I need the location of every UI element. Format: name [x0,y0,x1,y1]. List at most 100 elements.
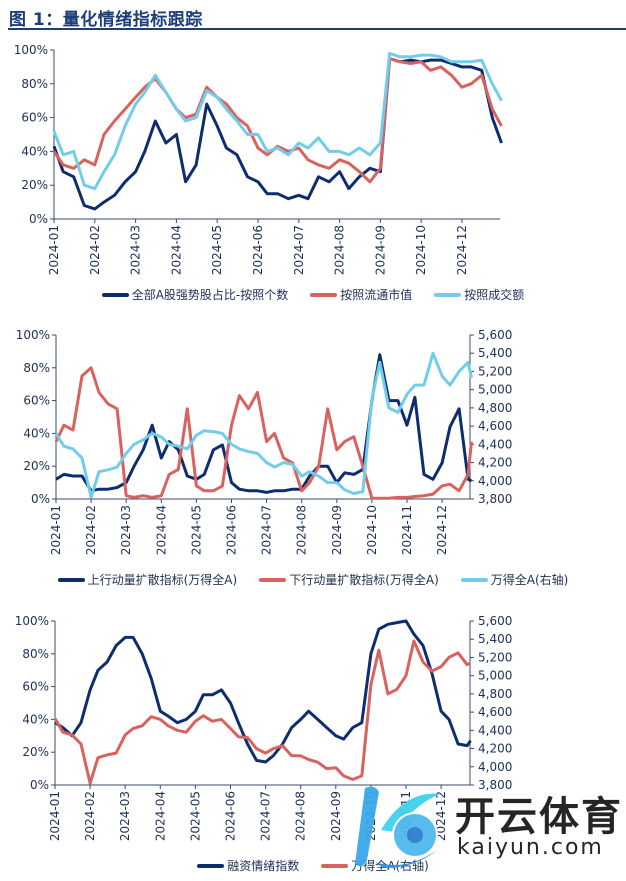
legend-swatch [259,577,287,582]
y2-tick-label: 4,600 [478,705,512,719]
legend-swatch [197,863,225,868]
y2-tick-label: 5,600 [478,328,512,342]
x-tick-label: 2024-10 [365,505,379,555]
y-tick-label: 60% [22,680,49,694]
x-tick-label: 2024-05 [188,791,202,841]
x-tick-label: 2024-01 [49,505,63,555]
y-tick-label: 40% [22,712,49,726]
legend-label: 万得全A(右轴) [351,859,429,873]
legend-item: 按照成交额 [434,286,524,303]
y2-tick-label: 5,000 [478,669,512,683]
x-tick-label: 2024-12 [435,505,449,555]
figure-title: 图 1：量化情绪指标跟踪 [9,10,203,30]
legend-swatch [57,577,85,582]
x-tick-label: 2024-02 [84,505,98,555]
y-tick-label: 20% [21,178,48,192]
y-tick-label: 20% [22,745,49,759]
x-tick-label: 2024-06 [251,225,265,275]
x-tick-label: 2024-02 [83,791,97,841]
y-tick-label: 80% [22,647,49,661]
x-tick-label: 2024-07 [292,225,306,275]
x-tick-label: 2024-01 [47,225,61,275]
legend-item: 全部A股强势股占比-按照个数 [101,286,289,303]
x-tick-label: 2024-09 [329,791,343,841]
series-line-1 [54,619,472,764]
series-line-2 [54,366,473,500]
x-tick-label: 2024-09 [373,225,387,275]
x-tick-label: 2024-10 [414,225,428,275]
x-tick-label: 2024-09 [330,505,344,555]
legend-item: 上行动量扩散指标(万得全A) [57,571,238,588]
legend-chart-3: 融资情绪指数 万得全A(右轴) [0,857,626,874]
x-tick-label: 2024-06 [225,505,239,555]
x-tick-label: 2024-04 [153,791,167,841]
legend-swatch [321,863,349,868]
legend-swatch [310,292,338,297]
x-tick-label: 2024-08 [333,225,347,275]
x-tick-label: 2024-11 [399,791,413,841]
x-tick-label: 2024-11 [400,505,414,555]
chart-momentum-diffusion: 0% 20% 40% 60% 80% 100% 3,800 4,000 4,200 4,400 4,… [16,328,513,555]
series-line-2 [52,57,503,184]
x-tick-label: 2024-02 [88,225,102,275]
y-tick-label: 0% [30,778,49,792]
x-tick-label: 2024-12 [434,791,448,841]
legend-item: 万得全A(右轴) [460,571,569,588]
y2-tick-label: 4,200 [478,742,512,756]
legend-item: 按照流通市值 [310,286,412,303]
legend-swatch [434,292,462,297]
legend-label: 万得全A(右轴) [490,573,569,587]
y2-tick-label: 4,400 [478,437,512,451]
y-tick-label: 20% [23,459,50,473]
x-tick-label: 2024-06 [224,791,238,841]
legend-swatch [460,577,488,582]
chart-margin-sentiment: 0% 20% 40% 60% 80% 100% 3,800 4,000 4,200 4,400 4,… [15,614,513,841]
y2-tick-label: 4,800 [478,401,512,415]
legend-label: 全部A股强势股占比-按照个数 [131,288,289,302]
y-tick-label: 80% [21,77,48,91]
y2-tick-label: 4,000 [478,760,512,774]
y2-tick-label: 4,000 [478,474,512,488]
y-tick-label: 40% [23,426,50,440]
legend-label: 上行动量扩散指标(万得全A) [87,573,238,587]
x-tick-label: 2024-05 [189,505,203,555]
x-tick-label: 2024-03 [118,791,132,841]
x-tick-label: 2024-03 [129,225,143,275]
y2-tick-label: 5,200 [478,364,512,378]
y-tick-label: 40% [21,144,48,158]
y-tick-label: 60% [21,111,48,125]
legend-label: 融资情绪指数 [227,859,300,873]
series-line-3 [52,51,503,191]
legend-chart-1: 全部A股强势股占比-按照个数 按照流通市值 按照成交额 [0,286,626,303]
title-divider [8,28,626,30]
y2-tick-label: 5,200 [478,650,512,664]
x-tick-label: 2024-07 [259,791,273,841]
legend-label: 下行动量扩散指标(万得全A) [289,573,439,587]
legend-item: 下行动量扩散指标(万得全A) [259,571,439,588]
legend-label: 按照成交额 [464,288,525,302]
y-tick-label: 100% [15,614,49,628]
chart-strong-stock-ratio: 0% 20% 40% 60% 80% 100% 2024-01 2024-02 2024-03 2… [14,43,503,275]
series-line-1 [52,57,503,211]
x-tick-label: 2024-07 [260,505,274,555]
y2-tick-label: 3,800 [478,778,512,792]
y2-tick-label: 4,600 [478,419,512,433]
y2-tick-label: 5,000 [478,383,512,397]
x-tick-label: 2024-05 [210,225,224,275]
legend-item: 万得全A(右轴) [321,857,429,874]
y2-tick-label: 3,800 [478,492,512,506]
y-tick-label: 0% [29,212,48,226]
y-tick-label: 100% [14,43,48,57]
x-tick-label: 2024-04 [154,505,168,555]
y2-tick-label: 5,400 [478,346,512,360]
y-tick-label: 100% [16,328,50,342]
legend-chart-2: 上行动量扩散指标(万得全A) 下行动量扩散指标(万得全A) 万得全A(右轴) [0,571,626,588]
y-tick-label: 0% [31,492,50,506]
x-tick-label: 2024-08 [295,505,309,555]
x-tick-label: 2024-04 [169,225,183,275]
y2-tick-label: 4,800 [478,687,512,701]
x-tick-label: 2024-12 [455,225,469,275]
series-line-3 [54,351,473,499]
legend-swatch [101,292,129,297]
x-tick-label: 2024-08 [294,791,308,841]
